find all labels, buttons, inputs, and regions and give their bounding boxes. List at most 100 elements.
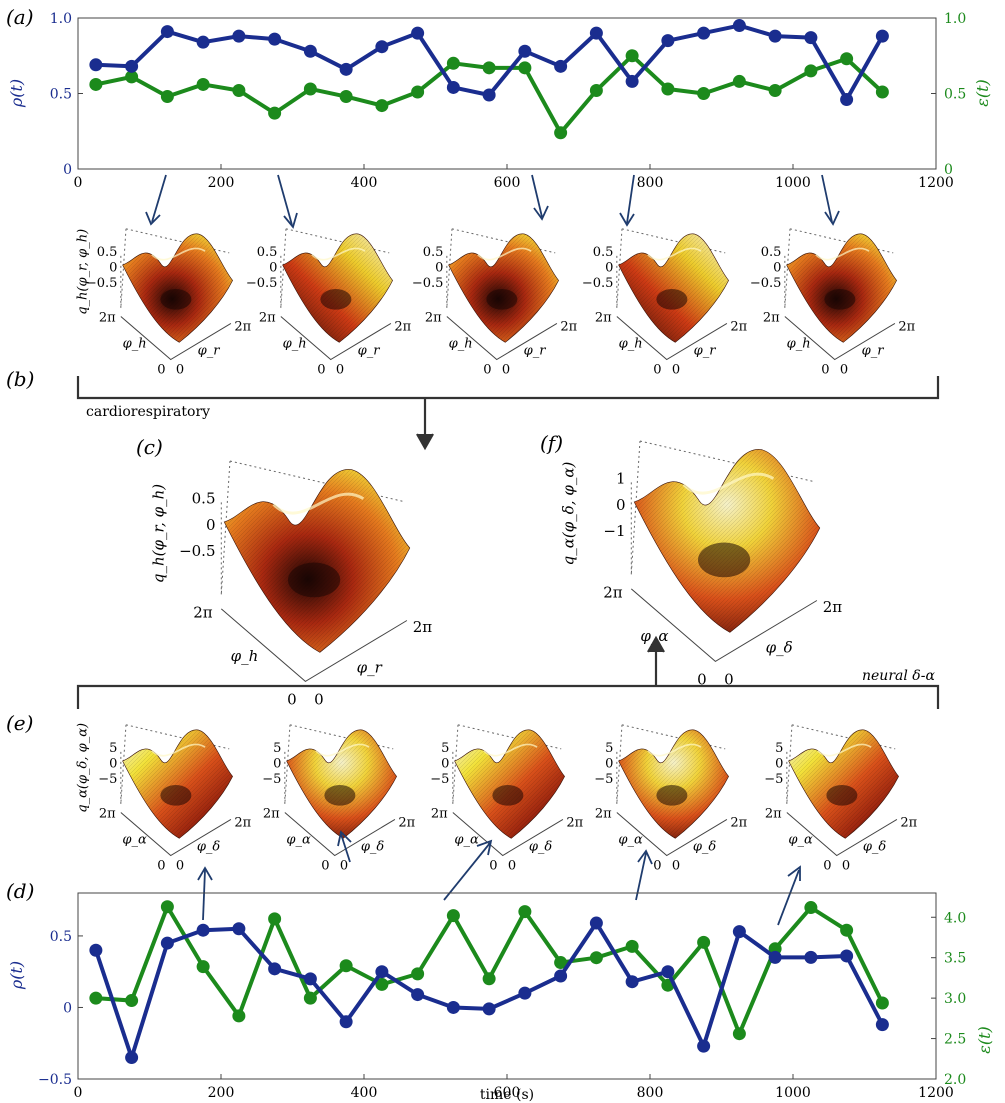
panel-b-surface-2-ztick-0: 0.5 (257, 245, 278, 260)
d-ytick-right-label-3: 3.5 (944, 951, 966, 967)
panel-e-surface-1-axis-right-label: φ_δ (197, 839, 221, 854)
d-point-eps-3 (196, 960, 210, 974)
d-point-rho-6 (303, 972, 317, 986)
panel-a-chart: 0 0.5 1.0 0 0.5 1.0 0 200 400 600 800 1000 1200 ρ(… (7, 11, 992, 191)
panel-c-trough (288, 562, 341, 598)
panel-b-surface-3-ztick-2: −0.5 (412, 276, 444, 291)
panel-b-surface-1-surface-mesh (122, 233, 233, 343)
panel-d-to-e-arrows (197, 830, 801, 926)
panel-e-surface-4-tick-2pi-right: 2π (730, 815, 747, 830)
panel-e-surface-1-tick-2pi-right: 2π (234, 815, 251, 830)
panel-e-surface-4-floor-axes (616, 812, 728, 857)
d-point-rho-20 (804, 950, 818, 964)
panel-b-surface-5-ztick-2: −0.5 (750, 276, 782, 291)
panel-b-surface-2-tick-2pi-left: 2π (259, 311, 276, 326)
panel-b-surface-1-tick-0-right: 0 (176, 362, 184, 377)
panel-e-surface-4-tick-2pi-left: 2π (595, 807, 612, 822)
a-point-eps-8 (375, 99, 389, 113)
panel-e-surface-5-ztick-0: 5 (775, 741, 783, 756)
panel-c-ztick-1: 0 (206, 516, 216, 534)
panel-b-surface-4-back-box (616, 228, 726, 308)
a-point-eps-10 (446, 56, 460, 70)
panel-b-surface-3-surface-mesh (448, 233, 559, 343)
panel-label-e: (e) (6, 711, 33, 735)
panel-b-surface-1-axis-right-label: φ_r (198, 343, 221, 358)
panel-f-tick-0-right: 0 (724, 671, 734, 689)
panel-e-surface-1-tick-0-right: 0 (176, 858, 184, 873)
panel-d-left-axis: −0.5 0 0.5 (38, 929, 83, 1088)
panel-e-surface-2-ztick-1: 0 (273, 757, 281, 772)
panel-e-surface-2-floor-axes (284, 812, 396, 857)
panel-e-surface-3-floor-axes (452, 812, 564, 857)
panel-b-surface-2-tick-2pi-right: 2π (394, 319, 411, 334)
a-point-eps-17 (697, 87, 711, 100)
a-point-rho-7 (339, 62, 353, 76)
d-point-eps-14 (589, 951, 603, 965)
panel-b-surface-3-tick-0-right: 0 (502, 362, 510, 377)
panel-b-surface-3-back-box (446, 228, 556, 308)
panel-b-surface-1-axis-left-label: φ_h (123, 336, 147, 351)
d-point-eps-9 (411, 967, 425, 981)
panel-e-surface-4-tick-0-left: 0 (653, 858, 661, 873)
panel-e-surface-4-ztick-2: −5 (594, 772, 613, 787)
d-point-eps-22 (875, 996, 889, 1010)
panel-e-surface-4-ztick-0: 5 (605, 741, 613, 756)
panel-b-surface-2-trough (320, 289, 352, 310)
d-point-rho-18 (732, 925, 746, 939)
panel-e-surface-2-axis-left-label: φ_α (286, 832, 311, 847)
a-xtick-label-1: 200 (208, 175, 235, 191)
panel-b-surface-2-ztick-2: −0.5 (246, 276, 278, 291)
panel-e-surface-1-axis-left-label: φ_α (122, 832, 147, 847)
panel-b-surface-4-ztick-1: 0 (605, 261, 613, 276)
a-point-rho-20 (804, 31, 818, 45)
panel-e-surface-1-ridge (151, 743, 206, 757)
panel-b-surface-4-tick-0-left: 0 (653, 362, 661, 377)
panel-label-c: (c) (136, 435, 163, 459)
panel-e-surface-1-surface-mesh (122, 729, 233, 839)
d-point-rho-2 (160, 936, 174, 950)
a-point-rho-4 (232, 29, 246, 43)
a-point-rho-0 (89, 58, 103, 72)
panel-b-surface-5-tick-2pi-left: 2π (763, 311, 780, 326)
d-series-line-rho (93, 921, 885, 1060)
panel-e-surface-5-ridge (817, 743, 872, 757)
d-ytick-right-label-0: 2.0 (944, 1072, 966, 1088)
panel-e-surface-1-zlabel: q_α(φ_δ, φ_α) (75, 723, 90, 813)
a-ytick-right-label-0: 0 (944, 162, 953, 178)
a-ytick-left-label-0: 0 (63, 162, 72, 178)
panel-f-axis-left-label: φ_α (640, 627, 668, 645)
panel-f-tick-0-left: 0 (697, 671, 707, 689)
panel-a-right-axis: 0 0.5 1.0 (931, 11, 966, 178)
arrow-a-b-3 (531, 174, 549, 221)
a-point-rho-1 (125, 59, 139, 73)
panel-c-tick-2pi-left: 2π (193, 604, 213, 622)
panel-d-plot-box (77, 892, 937, 1080)
panel-b-surface-2-back-box (280, 228, 390, 308)
panel-e-surface-4-axis-left-label: φ_α (618, 832, 643, 847)
a-point-rho-16 (661, 34, 675, 48)
panel-f-surface-mesh (634, 449, 820, 633)
a-point-rho-6 (303, 44, 317, 58)
panel-a-series (89, 19, 889, 140)
a-ytick-left-label-2: 1.0 (50, 11, 72, 27)
panel-a-to-b-arrows (145, 174, 840, 229)
neural-bracket-label: neural δ-α (862, 668, 935, 684)
d-point-rho-4 (232, 922, 246, 936)
panel-e-surface-2-ztick-2: −5 (262, 772, 281, 787)
a-point-rho-5 (268, 32, 282, 46)
a-point-rho-14 (589, 26, 603, 40)
panel-b-surface-5-ridge (815, 247, 870, 261)
panel-e-surface-4-ztick-1: 0 (605, 757, 613, 772)
panel-a-x-axis: 0 200 400 600 800 1000 1200 (74, 164, 954, 191)
a-point-rho-19 (768, 29, 782, 43)
d-point-rho-10 (446, 1000, 460, 1014)
a-xtick-label-4: 800 (637, 175, 664, 191)
panel-b-surface-4-trough (656, 289, 688, 310)
panel-e-surface-1-ztick-2: −5 (98, 772, 117, 787)
